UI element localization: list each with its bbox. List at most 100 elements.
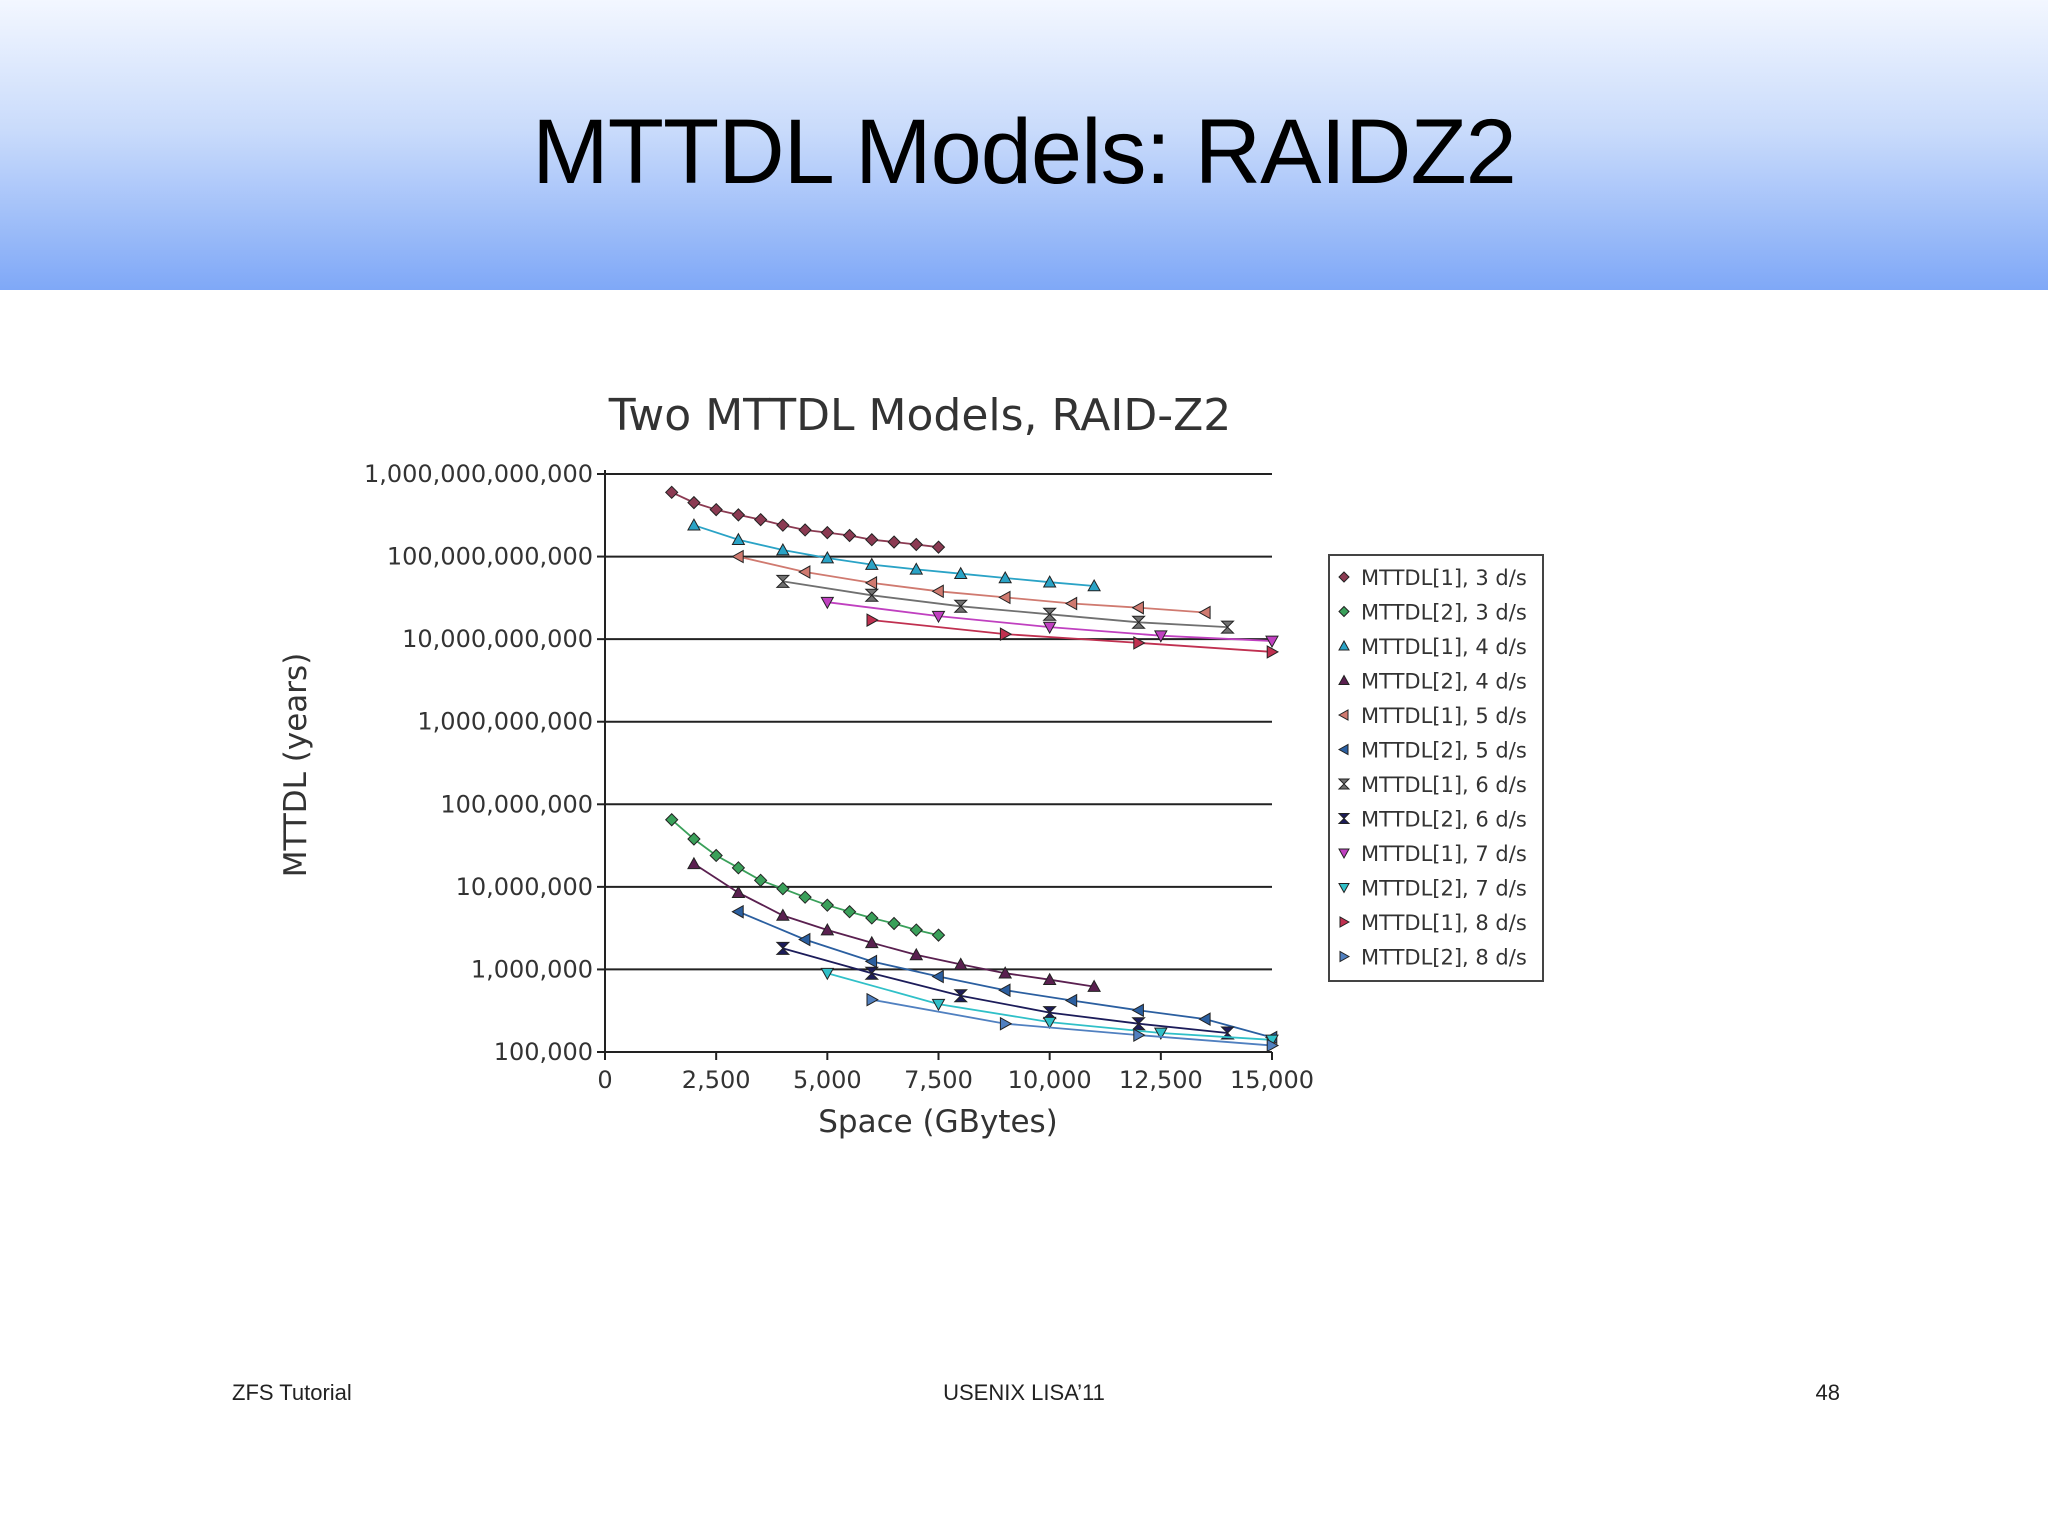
data-point	[1131, 1003, 1144, 1018]
data-point	[664, 813, 679, 827]
legend-marker	[1337, 743, 1349, 756]
data-point	[1042, 575, 1057, 588]
legend-marker	[1339, 916, 1351, 928]
legend-label: MTTDL[1], 3 d/s	[1361, 566, 1527, 590]
x-tick-label: 15,000	[1230, 1066, 1314, 1094]
data-point	[864, 588, 880, 602]
data-point	[1220, 1026, 1235, 1040]
x-tick-label: 5,000	[793, 1066, 862, 1094]
legend-marker	[1338, 639, 1350, 651]
data-point	[909, 537, 923, 552]
footer-conference: USENIX LISA’11	[943, 1380, 1105, 1405]
data-point	[1131, 615, 1146, 629]
data-point	[998, 966, 1013, 979]
data-point	[887, 916, 901, 931]
data-point	[887, 535, 901, 549]
data-point	[864, 954, 878, 969]
series-line	[693, 863, 1095, 988]
series-line	[738, 555, 1206, 614]
series-group	[664, 813, 946, 942]
data-point	[931, 998, 946, 1012]
data-point	[1266, 645, 1280, 659]
legend-marker	[1338, 848, 1350, 860]
data-point	[999, 627, 1013, 641]
legend-label: MTTDL[2], 6 d/s	[1361, 808, 1527, 832]
y-tick-label: 1,000,000	[471, 955, 593, 983]
chart-title: Two MTTDL Models, RAID-Z2	[608, 390, 1232, 441]
data-point	[798, 890, 812, 904]
data-point	[1087, 578, 1101, 592]
data-point	[1042, 1016, 1057, 1030]
series-line	[782, 580, 1228, 628]
series-group	[866, 992, 1280, 1053]
legend-box	[1328, 554, 1544, 982]
series-group	[775, 574, 1235, 634]
x-axis-label: Space (GBytes)	[818, 1104, 1058, 1140]
data-point	[1064, 993, 1078, 1008]
series-line	[782, 947, 1228, 1034]
series-group	[866, 613, 1280, 659]
data-point	[687, 495, 701, 510]
data-point	[842, 905, 857, 919]
footer-course-name: ZFS Tutorial	[232, 1380, 352, 1405]
data-point	[776, 908, 790, 921]
data-point	[909, 923, 923, 937]
data-point	[1153, 630, 1168, 643]
data-point	[909, 562, 924, 575]
data-point	[1133, 636, 1146, 650]
legend-label: MTTDL[1], 8 d/s	[1361, 911, 1527, 935]
data-point	[731, 861, 746, 875]
data-point	[776, 518, 790, 532]
x-tick-label: 2,500	[682, 1066, 751, 1094]
data-point	[864, 557, 879, 570]
data-point	[953, 566, 968, 580]
data-point	[842, 528, 857, 543]
slide-title: MTTDL Models: RAIDZ2	[532, 101, 1517, 203]
data-point	[775, 574, 791, 588]
data-point	[953, 989, 968, 1003]
x-tick-label: 0	[597, 1066, 612, 1094]
data-point	[866, 613, 879, 627]
data-point	[798, 565, 811, 579]
data-point	[1087, 979, 1101, 992]
y-axis-label: MTTDL (years)	[278, 653, 314, 878]
data-point	[820, 923, 835, 936]
series-group	[775, 941, 1235, 1040]
y-tick-label: 10,000,000,000	[402, 625, 593, 653]
data-point	[709, 848, 723, 863]
x-tick-label: 7,500	[904, 1066, 973, 1094]
data-point	[1042, 621, 1057, 635]
data-point	[931, 969, 944, 984]
legend-label: MTTDL[1], 4 d/s	[1361, 635, 1527, 659]
legend-marker	[1337, 778, 1351, 790]
series-line	[871, 998, 1273, 1047]
series-group	[731, 549, 1211, 620]
data-point	[931, 610, 946, 624]
legend-label: MTTDL[1], 5 d/s	[1361, 704, 1527, 728]
data-point	[864, 935, 879, 949]
data-point	[931, 584, 944, 599]
data-point	[865, 533, 879, 547]
data-point	[1131, 600, 1144, 615]
data-point	[776, 543, 790, 556]
legend-marker	[1339, 950, 1351, 963]
legend-marker	[1338, 571, 1350, 583]
data-point	[999, 1016, 1013, 1031]
data-point	[1133, 1028, 1146, 1042]
footer-page-number: 48	[1815, 1380, 1840, 1405]
y-tick-label: 1,000,000,000	[417, 708, 593, 736]
legend-label: MTTDL[2], 8 d/s	[1361, 946, 1527, 970]
y-tick-label: 100,000,000,000	[387, 543, 593, 571]
legend-marker	[1337, 813, 1351, 824]
legend-marker	[1337, 709, 1349, 721]
y-tick-label: 100,000	[494, 1038, 593, 1066]
legend-label: MTTDL[2], 4 d/s	[1361, 670, 1527, 694]
data-point	[998, 983, 1011, 998]
legend-marker	[1338, 674, 1350, 685]
data-series	[664, 485, 1280, 1053]
data-point	[664, 485, 679, 500]
data-point	[1198, 1012, 1211, 1026]
data-point	[998, 570, 1013, 584]
tick-labels: 100,000 1,000,000 10,000,000 100,000,000 1,0…	[364, 460, 1314, 1094]
series-group	[664, 485, 946, 554]
